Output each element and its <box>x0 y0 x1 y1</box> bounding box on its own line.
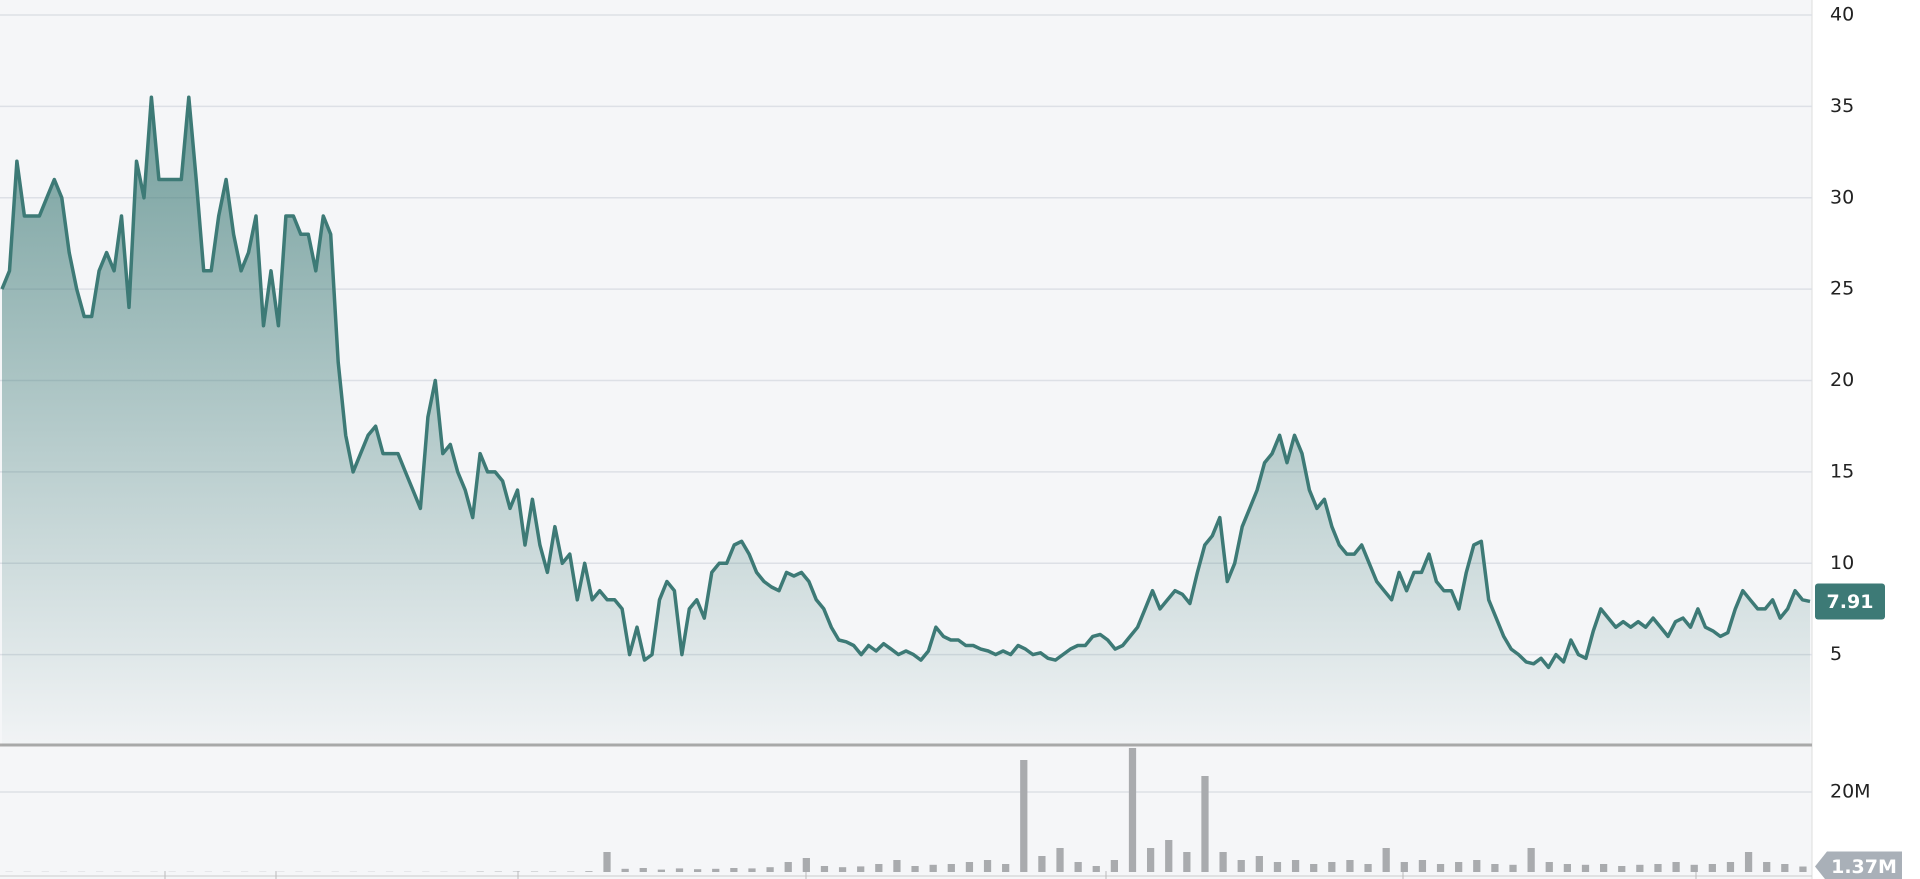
volume-bar <box>947 864 955 872</box>
volume-bar <box>1074 862 1082 872</box>
volume-bar <box>1346 860 1354 872</box>
volume-bar <box>1563 864 1572 872</box>
y-tick-label: 10 <box>1830 552 1854 574</box>
volume-bar <box>893 860 901 872</box>
y-tick-label: 5 <box>1830 643 1842 665</box>
volume-bar <box>1219 852 1227 872</box>
y-tick-label: 35 <box>1830 95 1854 117</box>
volume-bar <box>1744 852 1753 872</box>
volume-bar <box>1636 864 1644 872</box>
volume-badge-label: 1.37M <box>1831 856 1897 878</box>
volume-bar <box>838 867 847 872</box>
volume-bar <box>766 867 774 872</box>
y-tick-label: 40 <box>1830 4 1854 26</box>
volume-bar <box>1092 866 1100 872</box>
volume-bar <box>1273 862 1282 872</box>
volume-bar <box>585 871 593 872</box>
volume-bar <box>1473 860 1481 872</box>
volume-bar <box>983 860 992 872</box>
volume-bar <box>657 869 666 872</box>
volume-bar <box>1128 748 1137 872</box>
volume-bar <box>911 866 919 872</box>
volume-bar <box>1056 848 1064 872</box>
volume-bar <box>1799 866 1807 872</box>
volume-bar <box>857 866 865 872</box>
volume-bar <box>929 864 937 872</box>
volume-bar <box>675 868 684 872</box>
volume-bar <box>1545 862 1553 872</box>
price-area <box>2 97 1810 746</box>
volume-bar <box>1672 862 1680 872</box>
volume-bar <box>1038 856 1046 872</box>
volume-bar <box>1002 864 1010 872</box>
volume-bar <box>1310 864 1318 872</box>
volume-bar <box>1183 852 1191 872</box>
volume-bar <box>1491 864 1499 872</box>
volume-bar <box>1364 864 1372 872</box>
volume-bar <box>802 858 810 872</box>
volume-bar <box>621 868 629 872</box>
price-badge-label: 7.91 <box>1827 591 1874 613</box>
x-tick-marks <box>164 871 1697 879</box>
price-line <box>0 95 1811 670</box>
volume-bar <box>693 869 702 872</box>
volume-bar <box>1781 864 1789 872</box>
price-badge <box>1815 583 1885 620</box>
volume-bar <box>1436 864 1445 872</box>
volume-bar <box>1708 864 1716 872</box>
volume-bar <box>1618 866 1626 872</box>
volume-bar <box>1527 848 1535 872</box>
y-tick-label: 30 <box>1830 186 1854 208</box>
volume-bar <box>748 868 756 872</box>
volume-bar <box>820 866 829 872</box>
volume-bar <box>1110 860 1119 872</box>
volume-bar <box>1146 848 1155 872</box>
volume-bar <box>712 868 720 872</box>
volume-bar <box>1599 864 1608 872</box>
volume-bar <box>1255 856 1263 872</box>
volume-bar <box>1328 862 1336 872</box>
y-tick-label: 20 <box>1830 369 1854 391</box>
volume-bar <box>639 868 647 872</box>
volume-bar <box>1654 864 1662 872</box>
volume-bar <box>1020 760 1028 872</box>
volume-bar <box>1509 864 1517 872</box>
y-tick-label: 25 <box>1830 278 1854 300</box>
y-tick-label: 15 <box>1830 460 1854 482</box>
volume-bar <box>1763 862 1771 872</box>
volume-bar <box>1726 862 1735 872</box>
y-tick-label: 20M <box>1830 781 1871 803</box>
volume-bar <box>1455 862 1463 872</box>
volume-bar <box>1291 860 1300 872</box>
volume-bar <box>875 864 883 872</box>
volume-bar <box>603 852 611 872</box>
volume-bar <box>1165 840 1173 872</box>
volume-bar <box>1237 860 1245 872</box>
volume-bar <box>1418 860 1427 872</box>
volume-bar <box>1690 864 1698 872</box>
volume-bar <box>784 862 792 872</box>
volume-badge <box>1815 851 1902 879</box>
volume-bar <box>1201 776 1209 872</box>
volume-bar <box>1581 864 1590 872</box>
volume-bar <box>1382 848 1390 872</box>
volume-bar <box>730 868 738 872</box>
volume-bar <box>965 862 974 872</box>
volume-bar <box>1400 862 1408 872</box>
